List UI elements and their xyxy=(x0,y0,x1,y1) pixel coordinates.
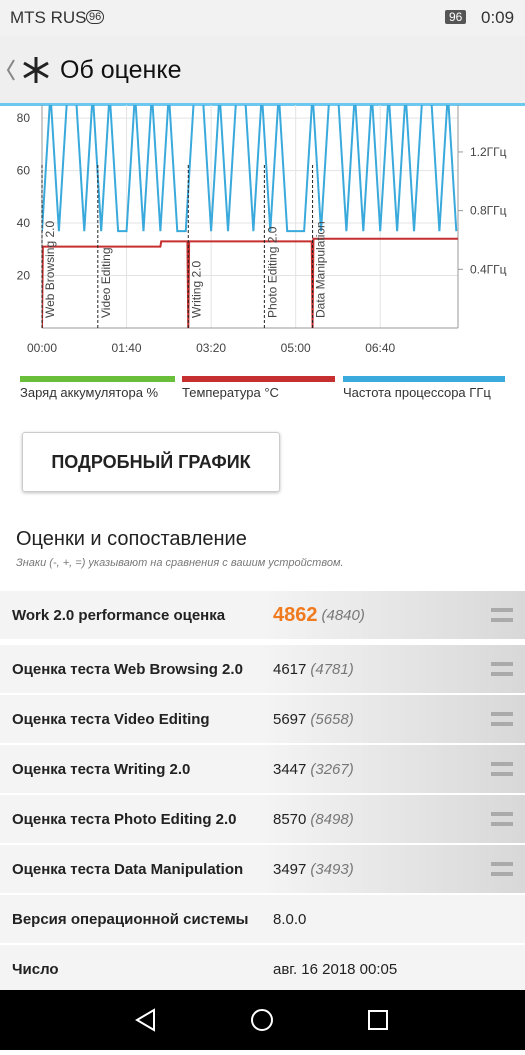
compare-score: (3493) xyxy=(310,860,354,878)
row-label: Оценка теста Web Browsing 2.0 xyxy=(0,645,262,693)
badge: 96 xyxy=(86,10,105,24)
row-value: 3447 (3267) xyxy=(262,745,525,793)
x-tick-label: 01:40 xyxy=(112,341,142,355)
table-row: Оценка теста Photo Editing 2.0 8570 (8498) xyxy=(0,795,525,843)
equal-icon xyxy=(491,762,513,776)
equal-icon xyxy=(491,662,513,676)
section-subtitle: Знаки (-, +, =) указывают на сравнения с… xyxy=(16,557,344,569)
section-label: Video Editing xyxy=(99,248,113,319)
table-row: Work 2.0 performance оценка 4862 (4840) xyxy=(0,591,525,639)
x-tick-label: 05:00 xyxy=(281,341,311,355)
detail-button[interactable]: ПОДРОБНЫЙ ГРАФИК xyxy=(22,432,280,492)
score: 8.0.0 xyxy=(273,910,307,928)
equal-icon xyxy=(491,812,513,826)
section-label: Photo Editing 2.0 xyxy=(265,226,279,318)
x-tick-label: 00:00 xyxy=(27,341,57,355)
table-row: Оценка теста Video Editing 5697 (5658) xyxy=(0,695,525,743)
y2-tick-label: 0.4ГГц xyxy=(470,262,507,276)
score: 4617 xyxy=(273,660,307,678)
clock: 0:09 xyxy=(481,8,515,27)
row-value: 3497 (3493) xyxy=(262,845,525,893)
plot xyxy=(42,105,458,328)
row-label: Оценка теста Data Manipulation xyxy=(0,845,262,893)
x-tick-label: 03:20 xyxy=(196,341,226,355)
score: 3447 xyxy=(273,760,307,778)
equal-icon xyxy=(491,608,513,622)
compare-score: (4840) xyxy=(321,606,365,624)
table-row: Оценка теста Web Browsing 2.0 4617 (4781) xyxy=(0,645,525,693)
row-label: Оценка теста Writing 2.0 xyxy=(0,745,262,793)
section-label: Data Manipulation xyxy=(314,221,328,318)
compare-score: (5658) xyxy=(310,710,354,728)
row-value: 5697 (5658) xyxy=(262,695,525,743)
nav-bar xyxy=(0,990,525,1050)
score: 8570 xyxy=(273,810,307,828)
nav-icons[interactable] xyxy=(0,990,525,1050)
score: 4862 xyxy=(273,603,318,626)
table-row: Версия операционной системы 8.0.0 xyxy=(0,895,525,943)
y-tick-label: 80 xyxy=(17,111,31,125)
y-tick-label: 60 xyxy=(17,164,31,178)
y-tick-label: 40 xyxy=(17,216,31,230)
row-label: Версия операционной системы xyxy=(0,895,262,943)
compare-score: (4781) xyxy=(310,660,354,678)
row-value: 4862 (4840) xyxy=(262,591,525,639)
table-row: Оценка теста Writing 2.0 3447 (3267) xyxy=(0,745,525,793)
title: Об оценке xyxy=(60,56,182,84)
compare-score: (8498) xyxy=(310,810,354,828)
row-value: 8.0.0 xyxy=(262,895,525,943)
app-bar: Об оценке xyxy=(0,36,525,106)
score: 5697 xyxy=(273,710,307,728)
legend-swatch xyxy=(20,376,175,382)
compare-score: (3267) xyxy=(310,760,354,778)
status-bar: MTS RUS 96 96 0:09 xyxy=(0,0,525,36)
y2-tick-label: 0.8ГГц xyxy=(470,204,507,218)
x-tick-label: 06:40 xyxy=(365,341,395,355)
section-title: Оценки и сопоставление xyxy=(16,528,247,550)
score: 3497 xyxy=(273,860,307,878)
row-label: Оценка теста Photo Editing 2.0 xyxy=(0,795,262,843)
row-value: 4617 (4781) xyxy=(262,645,525,693)
series-line xyxy=(42,237,458,328)
legend-label: Температура °C xyxy=(182,385,279,400)
equal-icon xyxy=(491,862,513,876)
row-label: Оценка теста Video Editing xyxy=(0,695,262,743)
section-label: Writing 2.0 xyxy=(189,261,203,318)
equal-icon xyxy=(491,712,513,726)
score: авг. 16 2018 00:05 xyxy=(273,960,398,978)
chart: 20 40 60 80 0.4ГГц 0.8ГГц 1.2ГГц 00:00 01:40 03:2… xyxy=(17,105,507,400)
row-label: Work 2.0 performance оценка xyxy=(0,591,262,639)
legend-label: Заряд аккумулятора % xyxy=(20,385,159,400)
row-value: 8570 (8498) xyxy=(262,795,525,843)
section-label: Web Browsing 2.0 xyxy=(43,221,57,318)
table-row: Оценка теста Data Manipulation 3497 (3493) xyxy=(0,845,525,893)
row-label: Число xyxy=(0,945,262,993)
battery: 96 xyxy=(445,10,467,24)
series-line xyxy=(42,105,458,233)
back-icon[interactable] xyxy=(4,54,58,86)
y2-tick-label: 1.2ГГц xyxy=(470,145,507,159)
y-tick-label: 20 xyxy=(17,269,31,283)
table-row: Число авг. 16 2018 00:05 xyxy=(0,945,525,993)
carrier: MTS RUS xyxy=(10,8,87,27)
legend-label: Частота процессора ГГц xyxy=(343,385,491,400)
legend-swatch xyxy=(343,376,505,382)
legend-swatch xyxy=(182,376,335,382)
row-value: авг. 16 2018 00:05 xyxy=(262,945,525,993)
